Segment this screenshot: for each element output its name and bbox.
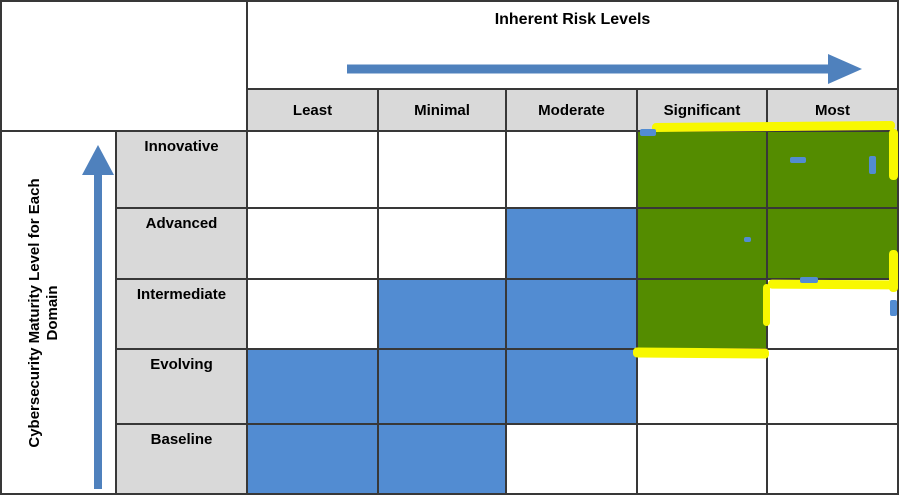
cell-innovative-significant <box>638 132 766 207</box>
paint-smudge <box>640 129 656 136</box>
cell-baseline-significant <box>638 425 766 493</box>
column-header-minimal: Minimal <box>379 90 505 130</box>
row-header-innovative: Innovative <box>117 132 246 207</box>
row-header-intermediate: Intermediate <box>117 280 246 348</box>
cell-evolving-moderate <box>507 350 636 423</box>
cell-evolving-minimal <box>379 350 505 423</box>
cell-evolving-most <box>768 350 897 423</box>
cell-intermediate-significant <box>638 280 766 348</box>
paint-smudge <box>744 237 751 242</box>
cell-intermediate-least <box>248 280 377 348</box>
paint-smudge <box>869 156 876 174</box>
cell-baseline-most <box>768 425 897 493</box>
right-arrow-icon <box>347 54 862 84</box>
highlighter-stroke-significant-bottom <box>632 347 770 359</box>
corner-blank-cell <box>2 2 246 130</box>
cell-baseline-least <box>248 425 377 493</box>
paint-smudge <box>790 157 806 163</box>
x-axis-title-band: Inherent Risk Levels <box>248 2 897 88</box>
cell-advanced-significant <box>638 209 766 278</box>
cell-intermediate-most <box>768 280 897 348</box>
cell-baseline-moderate <box>507 425 636 493</box>
row-header-baseline: Baseline <box>117 425 246 493</box>
paint-smudge <box>890 300 897 316</box>
highlighter-stroke-most-bottom <box>767 279 899 290</box>
column-header-least: Least <box>248 90 377 130</box>
cell-innovative-minimal <box>379 132 505 207</box>
highlighter-stroke-right-lower <box>889 250 898 292</box>
y-axis-title: Cybersecurity Maturity Level for Each Do… <box>26 127 62 499</box>
x-axis-title: Inherent Risk Levels <box>494 11 651 28</box>
up-arrow-icon <box>82 145 114 489</box>
cell-innovative-moderate <box>507 132 636 207</box>
cell-advanced-moderate <box>507 209 636 278</box>
paint-smudge <box>800 277 818 283</box>
cell-innovative-most <box>768 132 897 207</box>
column-header-moderate: Moderate <box>507 90 636 130</box>
highlighter-stroke-right-upper <box>889 129 898 180</box>
row-header-advanced: Advanced <box>117 209 246 278</box>
cell-advanced-minimal <box>379 209 505 278</box>
cell-evolving-significant <box>638 350 766 423</box>
y-axis-title-line2: Domain <box>43 285 61 341</box>
cell-advanced-least <box>248 209 377 278</box>
cell-baseline-minimal <box>379 425 505 493</box>
highlighter-stroke-significant-right <box>763 284 770 326</box>
row-header-evolving: Evolving <box>117 350 246 423</box>
cell-evolving-least <box>248 350 377 423</box>
cell-advanced-most <box>768 209 897 278</box>
cell-intermediate-moderate <box>507 280 636 348</box>
y-axis-title-line1: Cybersecurity Maturity Level for Each <box>25 177 43 448</box>
cell-intermediate-minimal <box>379 280 505 348</box>
cell-innovative-least <box>248 132 377 207</box>
